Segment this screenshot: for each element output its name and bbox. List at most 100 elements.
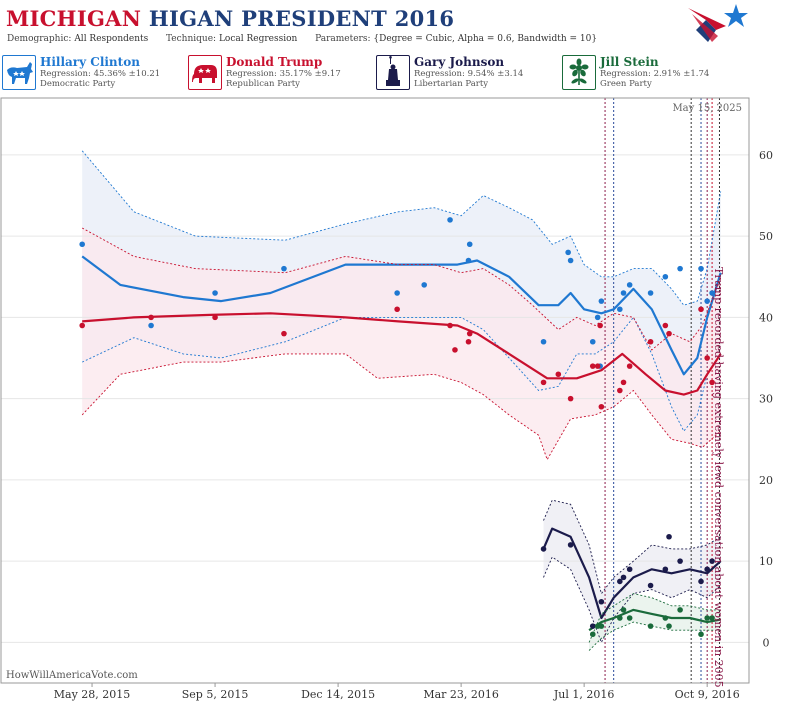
poll-point-clinton bbox=[540, 338, 547, 345]
poll-point-johnson bbox=[617, 578, 623, 585]
poll-point-trump bbox=[594, 363, 601, 369]
poll-point-stein bbox=[589, 631, 596, 638]
poll-point-clinton bbox=[617, 306, 623, 313]
technique-label: Technique: bbox=[166, 34, 217, 44]
poll-point-clinton bbox=[567, 257, 574, 264]
candidate-card-clinton: Hillary Clinton Regression: 45.36% ±10.2… bbox=[2, 55, 188, 92]
parameters-bar: Demographic: All Respondents Technique: … bbox=[7, 34, 597, 44]
parameters-value: {Degree = Cubic, Alpha = 0.6, Bandwidth … bbox=[373, 34, 598, 44]
poll-point-trump bbox=[709, 379, 715, 386]
poll-point-stein bbox=[620, 607, 627, 613]
poll-point-johnson bbox=[677, 558, 683, 564]
poll-point-trump bbox=[452, 347, 458, 353]
poll-point-trump bbox=[626, 363, 633, 369]
liberty-icon bbox=[376, 55, 410, 90]
poll-chart: 0 10 20 30 40 50 60 May 28, 2015 Sep 5, 2015 Dec … bbox=[0, 97, 773, 701]
upper-bound-johnson bbox=[543, 499, 721, 595]
poll-point-clinton bbox=[704, 298, 710, 304]
y-tick-label: 0 bbox=[763, 636, 770, 649]
donkey-icon bbox=[2, 55, 36, 90]
y-tick-label: 30 bbox=[759, 393, 773, 406]
candidate-name: Gary Johnson bbox=[414, 55, 505, 69]
poll-point-stein bbox=[617, 615, 623, 621]
x-tick-label: May 28, 2015 bbox=[54, 688, 131, 701]
y-tick-label: 10 bbox=[759, 555, 773, 568]
poll-point-trump bbox=[647, 338, 654, 345]
candidate-regression: Regression: 35.17% ±9.17 bbox=[226, 69, 341, 79]
poll-point-clinton bbox=[394, 290, 400, 296]
poll-point-stein bbox=[647, 623, 654, 629]
y-tick-label: 20 bbox=[759, 474, 773, 487]
site-logo-icon bbox=[688, 4, 748, 42]
poll-point-stein bbox=[626, 615, 633, 621]
lower-bound-johnson bbox=[543, 556, 722, 644]
poll-point-stein bbox=[704, 615, 710, 621]
y-tick-label: 40 bbox=[759, 311, 773, 324]
poll-point-trump bbox=[447, 322, 453, 329]
poll-point-clinton bbox=[465, 257, 472, 264]
chart-date-label: May 15, 2025 bbox=[672, 103, 742, 114]
candidate-name: Hillary Clinton bbox=[40, 55, 140, 69]
poll-point-clinton bbox=[212, 290, 218, 296]
candidate-party: Libertarian Party bbox=[414, 79, 489, 89]
poll-point-johnson bbox=[698, 578, 704, 585]
poll-point-clinton bbox=[421, 282, 428, 288]
y-tick-label: 60 bbox=[759, 149, 773, 162]
candidate-card-trump: Donald Trump Regression: 35.17% ±9.17 Re… bbox=[188, 55, 374, 92]
candidate-name: Donald Trump bbox=[226, 55, 323, 69]
flower-icon bbox=[562, 55, 596, 90]
poll-point-clinton bbox=[662, 273, 669, 280]
poll-point-johnson bbox=[567, 542, 574, 548]
poll-point-trump bbox=[540, 379, 547, 386]
poll-point-johnson bbox=[666, 533, 672, 540]
x-tick-label: Dec 14, 2015 bbox=[301, 688, 375, 701]
poll-point-clinton bbox=[565, 249, 571, 256]
poll-point-clinton bbox=[598, 298, 605, 304]
x-tick-label: Mar 23, 2016 bbox=[423, 688, 499, 701]
demographic-value: All Respondents bbox=[74, 34, 149, 44]
y-tick-label: 50 bbox=[759, 230, 773, 243]
poll-point-johnson bbox=[704, 566, 710, 573]
candidate-regression: Regression: 45.36% ±10.21 bbox=[40, 69, 161, 79]
poll-point-stein bbox=[598, 623, 605, 629]
poll-point-stein bbox=[709, 615, 715, 621]
trend-line-johnson bbox=[542, 527, 722, 620]
title-race: HIGAN PRESIDENT 2016 bbox=[148, 6, 455, 31]
poll-point-clinton bbox=[148, 322, 154, 329]
poll-point-johnson bbox=[589, 623, 596, 629]
poll-point-trump bbox=[79, 322, 85, 329]
candidate-regression: Regression: 9.54% ±3.14 bbox=[414, 69, 524, 79]
parameters-label: Parameters: bbox=[315, 34, 371, 44]
poll-point-clinton bbox=[466, 241, 473, 248]
poll-point-clinton bbox=[447, 217, 453, 223]
poll-point-trump bbox=[212, 314, 218, 321]
poll-point-clinton bbox=[626, 282, 633, 288]
poll-point-trump bbox=[589, 363, 596, 369]
poll-point-trump bbox=[698, 306, 704, 313]
poll-point-clinton bbox=[709, 290, 715, 296]
poll-point-trump bbox=[704, 355, 710, 361]
poll-point-clinton bbox=[677, 265, 683, 272]
poll-point-johnson bbox=[662, 566, 669, 573]
poll-point-clinton bbox=[620, 290, 627, 296]
poll-point-johnson bbox=[598, 598, 605, 605]
candidate-card-johnson: Gary Johnson Regression: 9.54% ±3.14 Lib… bbox=[376, 55, 562, 92]
poll-point-trump bbox=[466, 330, 473, 337]
band-trump bbox=[82, 228, 721, 460]
poll-point-stein bbox=[677, 607, 683, 613]
poll-point-johnson bbox=[540, 546, 547, 552]
candidate-regression: Regression: 2.91% ±1.74 bbox=[600, 69, 710, 79]
poll-point-stein bbox=[662, 615, 669, 621]
watermark-text: HowWillAmericaVote.com bbox=[6, 670, 138, 681]
poll-point-johnson bbox=[626, 566, 633, 573]
lower-bound-clinton bbox=[82, 316, 722, 432]
poll-point-trump bbox=[555, 371, 562, 378]
technique-value: Local Regression bbox=[218, 34, 298, 44]
upper-bound-clinton bbox=[81, 150, 722, 306]
x-tick-label: Jul 1, 2016 bbox=[553, 688, 615, 701]
poll-point-trump bbox=[148, 314, 154, 321]
poll-point-trump bbox=[597, 322, 603, 329]
poll-point-trump bbox=[598, 403, 605, 410]
upper-bound-trump bbox=[81, 227, 722, 351]
x-tick-label: Oct 9, 2016 bbox=[675, 688, 740, 701]
